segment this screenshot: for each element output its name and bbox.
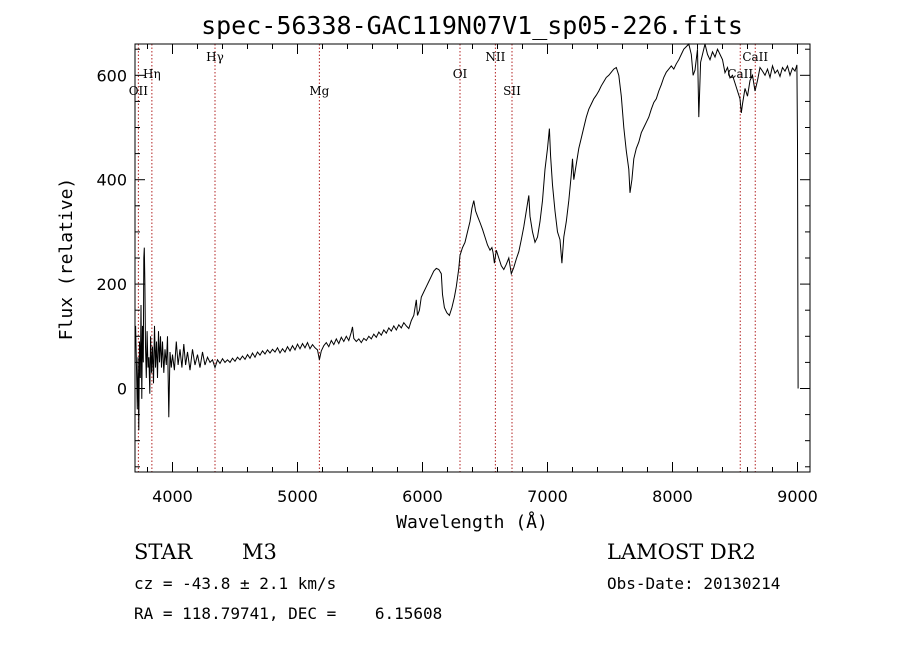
y-tick-label: 600 [96, 66, 127, 85]
spectral-line-label: Hη [143, 67, 161, 81]
spectrum-line [135, 42, 799, 431]
axis-ticks: 4000 5000 6000 7000 8000 9000 0 200 400 600 [96, 44, 818, 506]
y-axis-label: Flux (relative) [56, 178, 77, 341]
y-tick-label: 0 [117, 379, 127, 398]
spectral-line-label: CaII [727, 67, 753, 81]
object-subclass: M3 [242, 540, 277, 564]
spectral-line-label: Mg [309, 84, 329, 98]
y-tick-label: 400 [96, 171, 127, 190]
plot-frame [134, 43, 811, 473]
spectral-line-label: OII [129, 84, 149, 98]
spectral-line-label: SII [503, 84, 521, 98]
spectral-line-label: CaII [742, 50, 768, 64]
redshift-velocity: cz = -43.8 ± 2.1 km/s [134, 574, 337, 593]
x-axis-label: Wavelength (Å) [396, 511, 548, 533]
spectral-line-label: Hγ [206, 50, 224, 64]
y-tick-label: 200 [96, 275, 127, 294]
x-tick-label: 8000 [652, 487, 693, 506]
observation-date: Obs-Date: 20130214 [607, 574, 781, 593]
chart-title: spec-56338-GAC119N07V1_sp05-226.fits [201, 11, 743, 40]
x-tick-label: 7000 [527, 487, 568, 506]
spectral-line-label: OI [453, 67, 468, 81]
spectral-line-label: NII [485, 50, 505, 64]
x-tick-label: 5000 [277, 487, 318, 506]
x-tick-label: 4000 [152, 487, 193, 506]
coordinates: RA = 118.79741, DEC = 6.15608 [134, 604, 443, 623]
emission-line-markers: OII Hη Hγ Mg OI NII SII CaII CaII [129, 44, 768, 472]
x-tick-label: 6000 [402, 487, 443, 506]
survey-name: LAMOST DR2 [607, 540, 756, 564]
object-class: STAR [134, 540, 193, 564]
x-tick-label: 9000 [777, 487, 818, 506]
